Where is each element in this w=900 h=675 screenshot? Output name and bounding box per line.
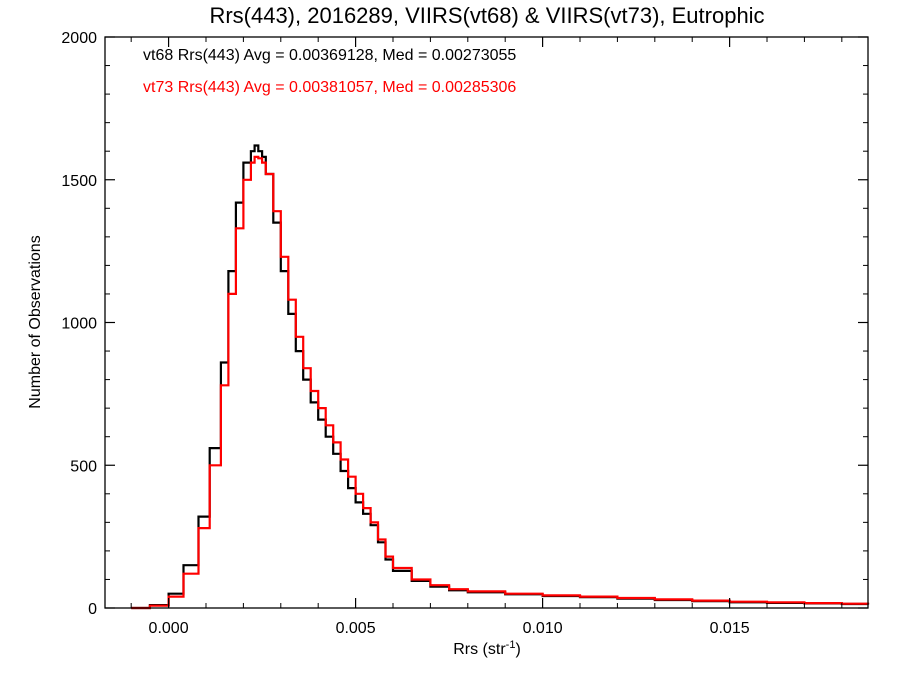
- x-axis-label: Rrs (str-1): [453, 639, 521, 658]
- x-axis-label-end: ): [515, 641, 520, 658]
- y-tick-label: 0: [88, 601, 97, 618]
- series-layer: [131, 144, 870, 610]
- chart-title: Rrs(443), 2016289, VIIRS(vt68) & VIIRS(v…: [209, 3, 764, 28]
- x-tick-label: 0.010: [523, 620, 563, 637]
- y-tick-label: 500: [70, 458, 97, 475]
- series-line-vt73: [131, 155, 870, 610]
- x-tick-label: 0.015: [710, 620, 750, 637]
- annotation-vt68-stats: vt68 Rrs(443) Avg = 0.00369128, Med = 0.…: [143, 47, 516, 64]
- y-tick-label: 1500: [61, 173, 97, 190]
- annotation-vt73-stats: vt73 Rrs(443) Avg = 0.00381057, Med = 0.…: [143, 79, 516, 96]
- x-tick-label: 0.000: [149, 620, 189, 637]
- x-axis-label-main: Rrs (str: [453, 641, 506, 658]
- x-axis-label-exponent: -1: [506, 639, 516, 651]
- y-axis-ticks: 0 500 1000 1500 2000: [61, 30, 868, 618]
- x-tick-label: 0.005: [336, 620, 376, 637]
- x-axis-ticks: 0.000 0.005 0.010 0.015: [130, 37, 843, 637]
- y-axis-label: Number of Observations: [27, 235, 44, 408]
- y-tick-label: 1000: [61, 316, 97, 333]
- y-tick-label: 2000: [61, 30, 97, 47]
